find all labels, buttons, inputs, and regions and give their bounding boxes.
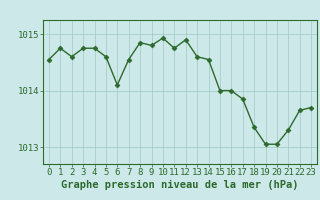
X-axis label: Graphe pression niveau de la mer (hPa): Graphe pression niveau de la mer (hPa) — [61, 180, 299, 190]
